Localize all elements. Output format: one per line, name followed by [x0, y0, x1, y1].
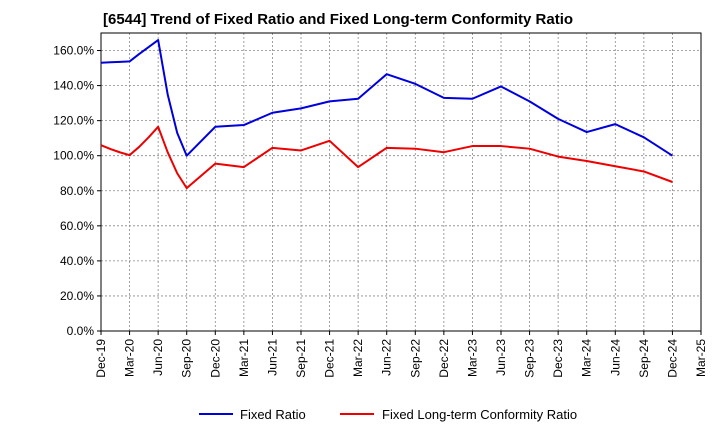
- series-layer: [100, 39, 673, 190]
- x-tick-label: Sep-22: [408, 339, 422, 378]
- x-tick-label: Sep-20: [180, 339, 194, 378]
- x-tick-label: Dec-19: [94, 339, 108, 378]
- series-line-fixed-long-term-conformity-ratio: [100, 125, 673, 190]
- series-line-fixed-ratio: [100, 39, 673, 157]
- plot-frame: [100, 32, 702, 332]
- legend-label: Fixed Long-term Conformity Ratio: [382, 407, 577, 422]
- x-tick-label: Dec-21: [323, 339, 337, 378]
- legend-label: Fixed Ratio: [240, 407, 306, 422]
- x-tick-label: Jun-21: [265, 339, 279, 376]
- y-tick-label: 60.0%: [60, 219, 94, 233]
- y-tick-label: 140.0%: [53, 79, 94, 93]
- y-tick-label: 0.0%: [67, 324, 95, 338]
- x-tick-label: Jun-20: [151, 339, 165, 376]
- x-tick-label: Jun-24: [608, 339, 622, 376]
- x-tick-label: Sep-24: [637, 339, 651, 378]
- x-tick-label: Jun-23: [494, 339, 508, 376]
- x-tick-label: Mar-25: [694, 339, 708, 377]
- axis-layer: 0.0% 20.0% 40.0% 60.0% 80.0% 100.0% 120.0% 140.…: [53, 32, 708, 378]
- x-tick-label: Sep-23: [523, 339, 537, 378]
- x-tick-label: Dec-24: [665, 339, 679, 378]
- y-tick-label: 100.0%: [53, 149, 94, 163]
- y-tick-label: 40.0%: [60, 254, 94, 268]
- x-tick-label: Mar-22: [351, 339, 365, 377]
- y-tick-label: 120.0%: [53, 114, 94, 128]
- legend-layer: Fixed Ratio Fixed Long-term Conformity Ra…: [199, 407, 577, 422]
- y-tick-label: 20.0%: [60, 289, 94, 303]
- chart-title: [6544] Trend of Fixed Ratio and Fixed Lo…: [103, 11, 574, 28]
- x-tick-label: Mar-21: [237, 339, 251, 377]
- x-tick-label: Dec-22: [437, 339, 451, 378]
- x-tick-label: Mar-23: [465, 339, 479, 377]
- x-tick-label: Dec-23: [551, 339, 565, 378]
- x-tick-label: Jun-22: [380, 339, 394, 376]
- y-tick-label: 80.0%: [60, 184, 94, 198]
- grid-layer: [101, 33, 701, 331]
- x-tick-label: Sep-21: [294, 339, 308, 378]
- x-tick-label: Dec-20: [208, 339, 222, 378]
- x-tick-label: Mar-20: [123, 339, 137, 377]
- y-tick-label: 160.0%: [53, 44, 94, 58]
- x-tick-label: Mar-24: [580, 339, 594, 377]
